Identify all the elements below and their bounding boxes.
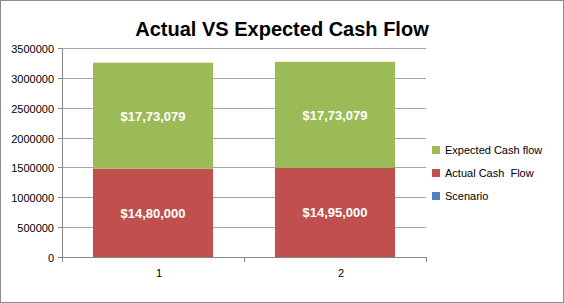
bar xyxy=(275,168,395,257)
data-label: $17,73,079 xyxy=(302,108,367,123)
y-tick-label: 0 xyxy=(48,252,54,264)
title: Actual VS Expected Cash Flow xyxy=(135,18,429,40)
legend-swatch xyxy=(432,192,440,200)
y-tick-label: 1500000 xyxy=(11,162,54,174)
legend-swatch xyxy=(432,146,440,154)
y-axis xyxy=(62,48,63,257)
y-tick-label: 500000 xyxy=(17,222,54,234)
legend-label: Scenario xyxy=(445,190,488,202)
x-tick-mark xyxy=(62,257,63,262)
chart-frame xyxy=(1,1,564,303)
y-tick-label: 1000000 xyxy=(11,192,54,204)
chart: Actual VS Expected Cash Flow 0 500000 10000… xyxy=(0,0,564,303)
tick-mark xyxy=(58,78,62,79)
bars xyxy=(93,62,395,257)
legend-swatch xyxy=(432,169,440,177)
tick-mark xyxy=(58,257,62,258)
tick-mark xyxy=(58,108,62,109)
x-tick-mark xyxy=(244,257,245,262)
y-tick-label: 3000000 xyxy=(11,73,54,85)
data-label: $17,73,079 xyxy=(120,109,185,124)
x-tick-label: 1 xyxy=(156,267,162,279)
data-labels: $14,80,000 $14,95,000 $17,73,079 $17,73,079 xyxy=(120,108,367,221)
tick-mark xyxy=(58,138,62,139)
x-tick-label: 2 xyxy=(338,267,344,279)
data-label: $14,80,000 xyxy=(120,206,185,221)
bar xyxy=(93,169,213,257)
y-tick-label: 2000000 xyxy=(11,133,54,145)
grid-line xyxy=(62,48,426,49)
y-tick-label: 3500000 xyxy=(11,43,54,55)
data-label: $14,95,000 xyxy=(302,205,367,220)
bar xyxy=(93,63,213,169)
x-tick-mark xyxy=(426,257,427,262)
legend-label: Expected Cash flow xyxy=(445,144,542,156)
tick-mark xyxy=(58,197,62,198)
y-tick-label: 2500000 xyxy=(11,103,54,115)
tick-mark xyxy=(58,227,62,228)
tick-mark xyxy=(58,167,62,168)
bar xyxy=(275,62,395,168)
legend-label: Actual Cash Flow xyxy=(445,167,534,179)
tick-mark xyxy=(58,48,62,49)
